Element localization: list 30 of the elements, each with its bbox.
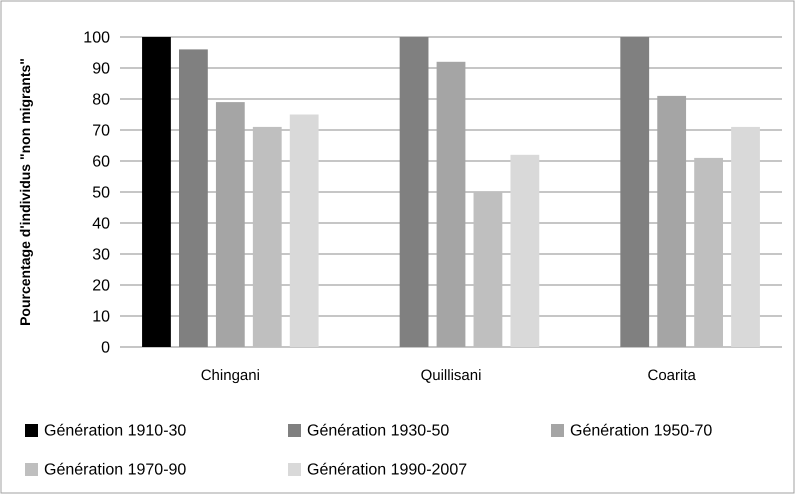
bar: [731, 126, 760, 347]
y-tick-label: 80: [92, 92, 110, 109]
y-tick-label: 0: [101, 340, 110, 357]
bar: [252, 126, 282, 347]
x-tick-label: Chingani: [200, 367, 260, 384]
bar: [694, 158, 723, 347]
legend-label: Génération 1970-90: [44, 462, 186, 479]
y-tick-label: 70: [92, 122, 110, 140]
bar: [657, 96, 686, 347]
bar: [510, 154, 540, 347]
bar: [290, 114, 319, 347]
y-tick-label: 100: [83, 30, 110, 47]
bar: [142, 37, 171, 347]
y-tick-label: 20: [92, 278, 110, 295]
x-tick-label: Quillisani: [420, 367, 482, 384]
bar: [474, 192, 502, 347]
y-tick-label: 90: [92, 60, 110, 78]
x-tick-label: Coarita: [647, 367, 696, 384]
y-tick-label: 10: [92, 308, 110, 326]
legend-label: Génération 1930-50: [307, 422, 450, 440]
y-tick-label: 40: [92, 216, 110, 233]
y-axis-title: Pourcentage d'individus "non migrants": [17, 58, 33, 326]
legend-label: Génération 1910-30: [44, 422, 186, 440]
y-tick-label: 30: [92, 246, 110, 264]
y-tick-label: 60: [92, 154, 110, 171]
bar: [436, 62, 466, 347]
bar: [216, 102, 245, 347]
y-tick-label: 50: [92, 184, 110, 202]
legend-label: Génération 1950-70: [570, 422, 712, 440]
legend-label: Génération 1990-2007: [307, 462, 468, 479]
